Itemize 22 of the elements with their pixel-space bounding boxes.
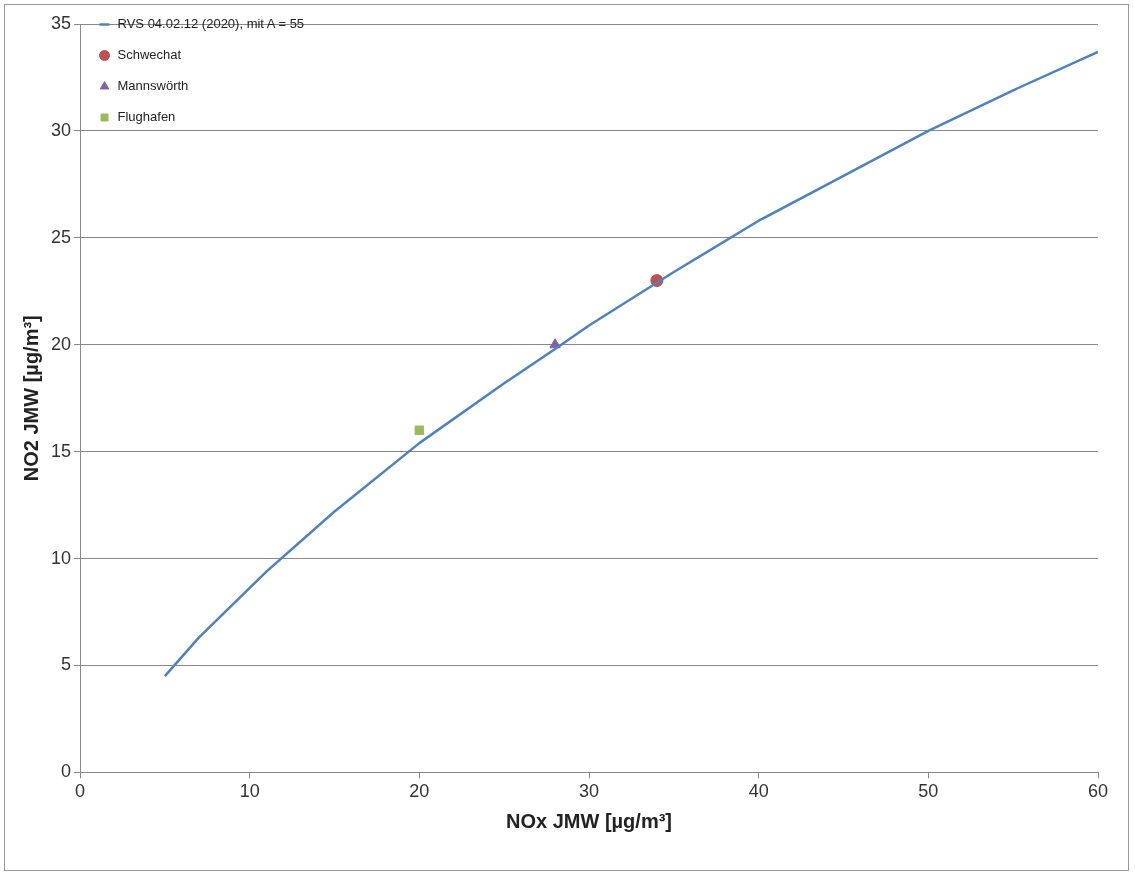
x-tick-label: 0 xyxy=(75,781,86,802)
point xyxy=(414,425,425,436)
y-tick-label: 25 xyxy=(50,226,72,247)
y-tick-label: 5 xyxy=(61,654,72,675)
x-tick-label: 40 xyxy=(748,781,769,802)
x-tick-label: 60 xyxy=(1087,781,1109,802)
x-axis-title: NOx JMW [µg/m³] xyxy=(506,809,672,832)
y-tick-label: 0 xyxy=(61,761,72,782)
legend-label: Mannswörth xyxy=(117,78,189,94)
x-tick-label: 30 xyxy=(579,781,600,802)
legend-label: Schwechat xyxy=(117,47,182,63)
legend-label: Flughafen xyxy=(117,109,176,125)
y-tick-label: 30 xyxy=(50,119,72,140)
y-axis-title: NO2 JMW [µg/m³] xyxy=(19,315,42,482)
y-tick-label: 20 xyxy=(50,333,72,354)
x-tick-label: 20 xyxy=(409,781,430,802)
y-tick-label: 10 xyxy=(50,547,72,568)
x-tick-label: 50 xyxy=(918,781,939,802)
y-tick-label: 35 xyxy=(50,12,72,33)
y-tick-label: 15 xyxy=(50,440,72,461)
x-tick-label: 10 xyxy=(239,781,260,802)
legend-label: RVS 04.02.12 (2020), mit A = 55 xyxy=(117,16,305,32)
